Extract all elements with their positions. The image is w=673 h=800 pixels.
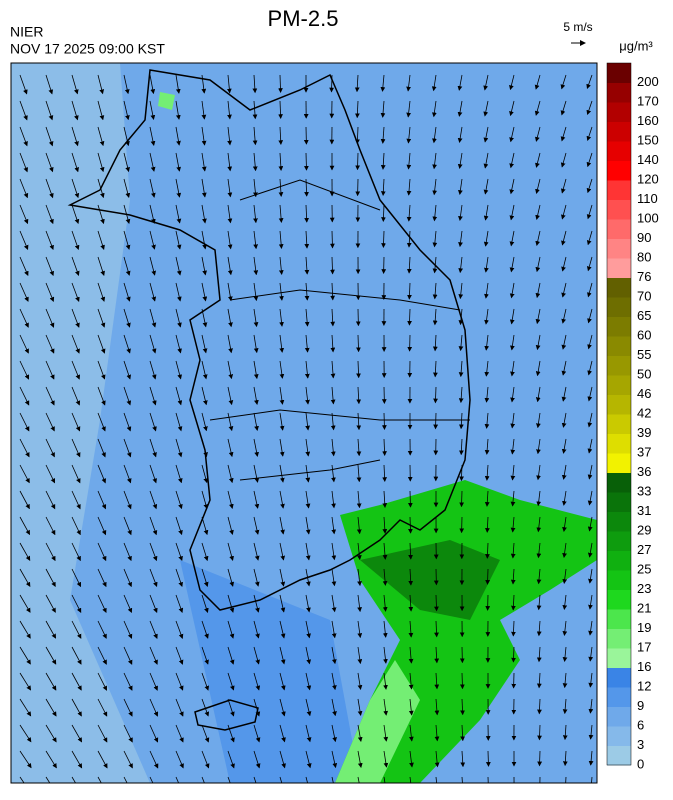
colorbar-segment [607, 590, 631, 610]
colorbar-segment [607, 434, 631, 454]
colorbar-segment [607, 200, 631, 220]
colorbar-label: 12 [637, 678, 651, 693]
colorbar-label: 23 [637, 581, 651, 596]
timestamp: NOV 17 2025 09:00 KST [10, 41, 165, 57]
wind-arrow [540, 751, 541, 766]
colorbar-segment [607, 63, 631, 83]
colorbar-label: 55 [637, 347, 651, 362]
colorbar-label: 36 [637, 464, 651, 479]
colorbar-label: 17 [637, 639, 651, 654]
colorbar-label: 25 [637, 561, 651, 576]
colorbar-segment [607, 512, 631, 532]
colorbar-label: 19 [637, 620, 651, 635]
wind-arrow [410, 491, 411, 507]
colorbar-segment [607, 219, 631, 239]
title: PM-2.5 [268, 6, 339, 31]
colorbar-label: 140 [637, 152, 659, 167]
colorbar-segment [607, 551, 631, 571]
colorbar-label: 60 [637, 327, 651, 342]
map [11, 63, 597, 794]
wind-arrow [462, 673, 463, 688]
colorbar-segment [607, 726, 631, 746]
colorbar-segment [607, 122, 631, 142]
colorbar-segment [607, 395, 631, 415]
colorbar-label: 50 [637, 366, 651, 381]
colorbar-segment [607, 102, 631, 122]
colorbar-segment [607, 180, 631, 200]
colorbar-segment [607, 629, 631, 649]
colorbar-label: 16 [637, 659, 651, 674]
unit: μg/m³ [619, 38, 653, 53]
colorbar-label: 42 [637, 405, 651, 420]
colorbar-label: 37 [637, 444, 651, 459]
colorbar-label: 65 [637, 308, 651, 323]
colorbar-segment [607, 161, 631, 181]
colorbar-segment [607, 473, 631, 493]
colorbar-label: 110 [637, 191, 658, 206]
wind-arrow [462, 491, 463, 506]
colorbar-segment [607, 648, 631, 668]
colorbar-label: 90 [637, 230, 651, 245]
colorbar-label: 200 [637, 74, 659, 89]
colorbar-segment [607, 356, 631, 376]
colorbar-label: 3 [637, 737, 644, 752]
colorbar-label: 9 [637, 698, 644, 713]
agency: NIER [10, 24, 43, 40]
colorbar-segment [607, 375, 631, 395]
colorbar-segment [607, 317, 631, 337]
colorbar-label: 31 [637, 503, 651, 518]
colorbar-label: 70 [637, 288, 651, 303]
colorbar-segment [607, 336, 631, 356]
wind-arrow [488, 569, 489, 584]
colorbar: 0369121617192123252729313336373942465055… [607, 63, 659, 771]
wind-arrow [488, 751, 489, 766]
colorbar-label: 39 [637, 425, 651, 440]
colorbar-segment [607, 609, 631, 629]
colorbar-segment [607, 668, 631, 688]
wind-arrow [332, 75, 333, 92]
colorbar-label: 160 [637, 113, 659, 128]
colorbar-label: 170 [637, 93, 659, 108]
colorbar-label: 100 [637, 210, 659, 225]
colorbar-segment [607, 687, 631, 707]
colorbar-label: 76 [637, 269, 651, 284]
colorbar-segment [607, 141, 631, 161]
colorbar-label: 6 [637, 717, 644, 732]
colorbar-label: 80 [637, 249, 651, 264]
colorbar-segment [607, 258, 631, 278]
wind-arrow [358, 153, 359, 169]
colorbar-segment [607, 531, 631, 551]
wind-arrow [384, 413, 385, 429]
colorbar-label: 120 [637, 171, 659, 186]
colorbar-segment [607, 83, 631, 103]
wind-arrow [332, 231, 333, 248]
colorbar-label: 33 [637, 483, 651, 498]
colorbar-label: 0 [637, 756, 644, 771]
colorbar-segment [607, 239, 631, 259]
colorbar-segment [607, 453, 631, 473]
colorbar-label: 27 [637, 542, 651, 557]
wind-arrow [436, 413, 437, 429]
colorbar-label: 150 [637, 132, 659, 147]
colorbar-label: 46 [637, 386, 651, 401]
colorbar-label: 29 [637, 522, 651, 537]
colorbar-segment [607, 492, 631, 512]
colorbar-segment [607, 570, 631, 590]
colorbar-segment [607, 746, 631, 766]
colorbar-segment [607, 414, 631, 434]
wind-scale-label: 5 m/s [563, 20, 592, 34]
colorbar-segment [607, 707, 631, 727]
colorbar-label: 21 [637, 600, 651, 615]
colorbar-segment [607, 278, 631, 298]
wind-arrow [306, 153, 307, 170]
colorbar-segment [607, 297, 631, 317]
